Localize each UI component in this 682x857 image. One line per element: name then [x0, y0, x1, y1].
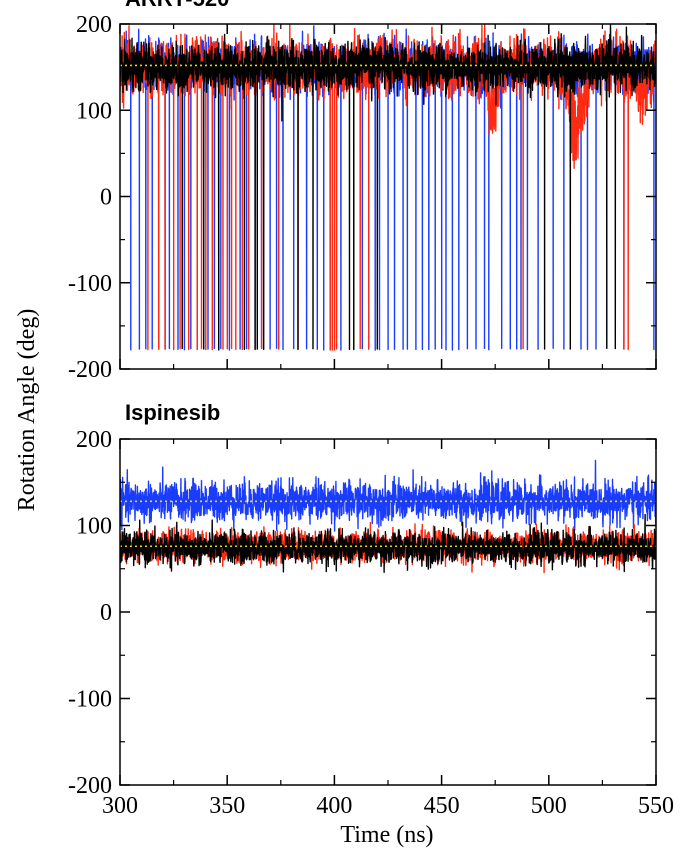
y-tick-label: 100 — [76, 514, 112, 540]
x-tick-label: 500 — [531, 793, 567, 819]
plot-area-1 — [120, 459, 656, 574]
y-tick-label: 100 — [76, 98, 112, 124]
x-tick-label: 450 — [424, 793, 460, 819]
series-line-1-0 — [120, 459, 656, 532]
panel-title-0: ARRY-520 — [125, 0, 229, 11]
y-tick-label: 200 — [76, 427, 112, 453]
x-tick-label: 350 — [209, 793, 245, 819]
panel-title-1: Ispinesib — [125, 400, 220, 425]
y-tick-label: 0 — [100, 600, 112, 626]
series-line-1-2 — [120, 513, 656, 573]
plot-area-0 — [120, 24, 656, 351]
y-tick-label: -100 — [68, 687, 112, 713]
y-tick-label: -200 — [68, 357, 112, 383]
x-tick-label: 400 — [316, 793, 352, 819]
x-tick-label: 550 — [638, 793, 674, 819]
series-line-0-2 — [120, 24, 656, 351]
axes-layer: -200 -100 0 100 200 ARRY-520 -200 -100 0 100 200 30… — [68, 0, 674, 819]
x-tick-label: 300 — [102, 793, 138, 819]
x-axis-label: Time (ns) — [340, 822, 433, 848]
y-tick-label: -100 — [68, 271, 112, 297]
y-tick-label: 0 — [100, 185, 112, 211]
plot-data-layer — [120, 24, 656, 574]
y-axis-label: Rotation Angle (deg) — [14, 309, 40, 512]
y-tick-label: -200 — [68, 773, 112, 799]
y-tick-label: 200 — [76, 12, 112, 38]
